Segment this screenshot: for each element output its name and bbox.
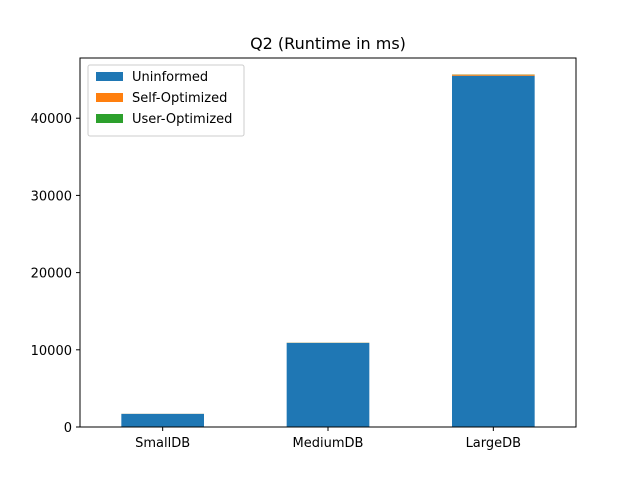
bar-smalldb-uninformed bbox=[121, 413, 204, 427]
legend-swatch bbox=[96, 72, 123, 81]
legend-swatch bbox=[96, 114, 123, 123]
legend-label: Self-Optimized bbox=[132, 91, 227, 106]
y-tick-label: 40000 bbox=[31, 112, 72, 127]
y-tick-label: 30000 bbox=[31, 189, 72, 204]
legend-swatch bbox=[96, 93, 123, 102]
bar-mediumdb-uninformed bbox=[286, 342, 370, 427]
axes-group: 0 10000 20000 30000 40000 SmallDB MediumDB Larg… bbox=[31, 57, 577, 451]
legend-label: Uninformed bbox=[132, 70, 208, 85]
legend-box bbox=[87, 64, 245, 137]
y-tick-label: 20000 bbox=[31, 267, 72, 282]
bar-largedb-uninformed bbox=[452, 75, 535, 427]
y-tick-label: 0 bbox=[64, 421, 72, 436]
y-tick-label: 10000 bbox=[31, 344, 72, 359]
bar-largedb-self-optimized bbox=[452, 74, 535, 76]
legend: Uninformed Self-Optimized User-Optimized bbox=[87, 64, 245, 137]
legend-label: User-Optimized bbox=[132, 112, 232, 127]
x-tick-label: LargeDB bbox=[466, 436, 522, 451]
bars-group bbox=[121, 74, 535, 427]
x-tick-label: MediumDB bbox=[293, 436, 364, 451]
chart-title: Q2 (Runtime in ms) bbox=[250, 34, 406, 53]
x-tick-label: SmallDB bbox=[135, 436, 190, 451]
